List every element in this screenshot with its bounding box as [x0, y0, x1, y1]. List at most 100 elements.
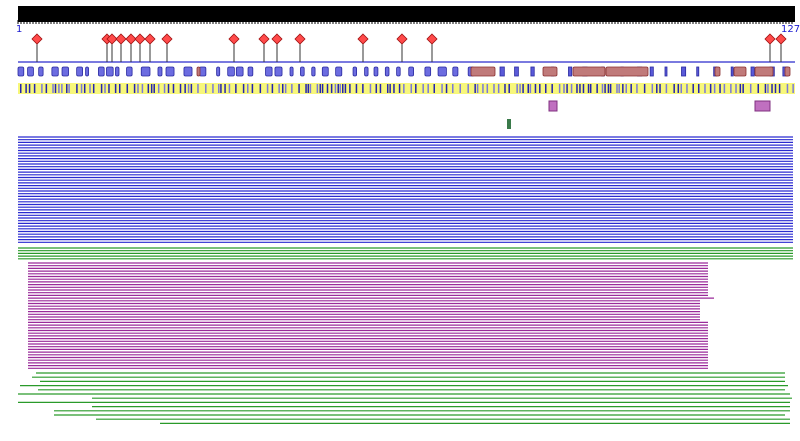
conservation-tick — [616, 84, 618, 93]
domain-box — [157, 66, 163, 77]
site-marker — [396, 33, 408, 45]
conservation-tick — [713, 84, 716, 93]
conservation-tick — [197, 84, 199, 93]
site-marker — [161, 33, 173, 45]
conservation-tick — [187, 84, 190, 93]
conservation-tick — [66, 84, 68, 93]
conservation-tick — [659, 84, 661, 93]
conservation-tick — [251, 84, 254, 93]
conservation-tick — [76, 84, 78, 93]
conservation-tick — [342, 84, 344, 93]
feature-box — [548, 100, 558, 112]
conservation-tick — [349, 84, 351, 93]
conservation-tick — [497, 84, 500, 93]
conservation-tick — [205, 84, 207, 93]
conservation-tick — [601, 84, 604, 93]
conservation-tick — [445, 84, 448, 93]
conservation-tick — [534, 84, 537, 93]
conservation-tick — [630, 84, 632, 93]
conservation-tick — [704, 84, 706, 93]
domain-box — [335, 66, 343, 77]
domain-box — [247, 66, 254, 77]
domain-box — [437, 66, 447, 77]
conservation-tick — [476, 84, 479, 93]
conservation-tick — [618, 84, 620, 93]
domain-box — [396, 66, 401, 77]
conservation-tick — [622, 84, 624, 93]
domain-box — [76, 66, 83, 77]
conservation-tick — [339, 84, 341, 93]
site-marker — [106, 33, 118, 45]
site-marker — [357, 33, 369, 45]
conservation-tick — [92, 84, 95, 93]
conservation-tick — [167, 84, 170, 93]
conservation-tick — [307, 84, 310, 93]
domain-box — [470, 66, 496, 77]
conservation-tick — [118, 84, 121, 93]
conservation-tick — [114, 84, 117, 93]
domain-box — [696, 66, 700, 77]
conservation-tick — [570, 84, 573, 93]
domain-box — [227, 66, 235, 77]
conservation-tick — [643, 84, 646, 93]
conservation-tick — [493, 84, 495, 93]
domain-box — [106, 66, 114, 77]
domain-box — [664, 66, 668, 77]
conservation-tick — [20, 84, 22, 93]
conservation-tick — [519, 84, 521, 93]
conservation-tick — [326, 84, 329, 93]
conservation-tick — [147, 84, 150, 93]
domain-box — [196, 66, 201, 77]
domain-box — [605, 66, 649, 77]
feature-box — [507, 119, 511, 129]
site-marker — [228, 33, 240, 45]
conservation-tick — [61, 84, 63, 93]
domain-box — [714, 66, 721, 77]
conservation-tick — [133, 84, 136, 93]
sequence-end: 1273 — [781, 24, 800, 35]
conservation-tick — [609, 84, 612, 93]
conservation-tick — [749, 84, 752, 93]
domain-box — [754, 66, 774, 77]
conservation-tick — [41, 84, 43, 93]
conservation-tick — [774, 84, 777, 93]
conservation-tick — [319, 84, 322, 93]
conservation-tick — [228, 84, 231, 93]
domain-box — [98, 66, 105, 77]
conservation-tick — [719, 84, 721, 93]
conservation-tick — [58, 84, 60, 93]
conservation-tick — [522, 84, 524, 93]
conservation-tick — [529, 84, 532, 93]
conservation-tick — [68, 84, 70, 93]
conservation-tick — [184, 84, 186, 93]
conservation-tick — [566, 84, 568, 93]
conservation-tick — [459, 84, 461, 93]
domain-box — [572, 66, 606, 77]
conservation-tick — [735, 84, 737, 93]
domain-box — [784, 66, 791, 77]
conservation-tick — [582, 84, 585, 93]
conservation-tick — [362, 84, 364, 93]
domain-box — [289, 66, 294, 77]
conservation-tick — [742, 84, 744, 93]
conservation-tick — [137, 84, 139, 93]
conservation-tick — [415, 84, 417, 93]
domain-box — [373, 66, 379, 77]
conservation-tick — [334, 84, 337, 93]
conservation-tick — [604, 84, 606, 93]
conservation-tick — [344, 84, 347, 93]
domain-box — [27, 66, 34, 77]
conservation-tick — [379, 84, 382, 93]
conservation-tick — [677, 84, 680, 93]
conservation-tick — [474, 84, 476, 93]
site-marker — [426, 33, 438, 45]
domain-box — [750, 66, 755, 77]
conservation-tick — [433, 84, 435, 93]
conservation-tick — [386, 84, 389, 93]
domain-box — [265, 66, 273, 77]
conservation-tick — [516, 84, 518, 93]
domain-box — [300, 66, 305, 77]
conservation-tick — [422, 84, 424, 93]
conservation-tick — [281, 84, 284, 93]
conservation-tick — [247, 84, 249, 93]
